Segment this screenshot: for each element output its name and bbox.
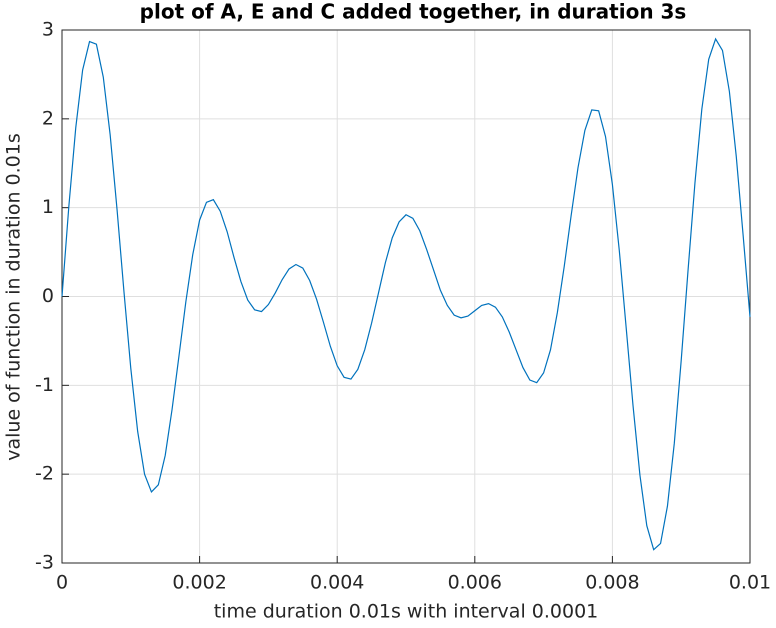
y-axis-label: value of function in duration 0.01s — [3, 133, 25, 461]
x-tick-label: 0.01 — [729, 572, 771, 594]
x-tick-label: 0 — [56, 572, 68, 594]
y-tick-label: 1 — [42, 196, 54, 218]
y-tick-label: 3 — [42, 19, 54, 41]
y-tick-label: 0 — [42, 285, 54, 307]
y-tick-label: -3 — [35, 552, 54, 574]
y-tick-label: -2 — [35, 463, 54, 485]
x-axis-label: time duration 0.01s with interval 0.0001 — [214, 601, 599, 623]
data-line — [61, 37, 751, 551]
y-tick-label: 2 — [42, 107, 54, 129]
x-tick-label: 0.002 — [172, 572, 226, 594]
chart-title: plot of A, E and C added together, in du… — [140, 0, 687, 24]
y-tick-label: -1 — [35, 374, 54, 396]
x-tick-label: 0.004 — [310, 572, 364, 594]
x-tick-label: 0.008 — [585, 572, 639, 594]
x-tick-label: 0.006 — [448, 572, 502, 594]
